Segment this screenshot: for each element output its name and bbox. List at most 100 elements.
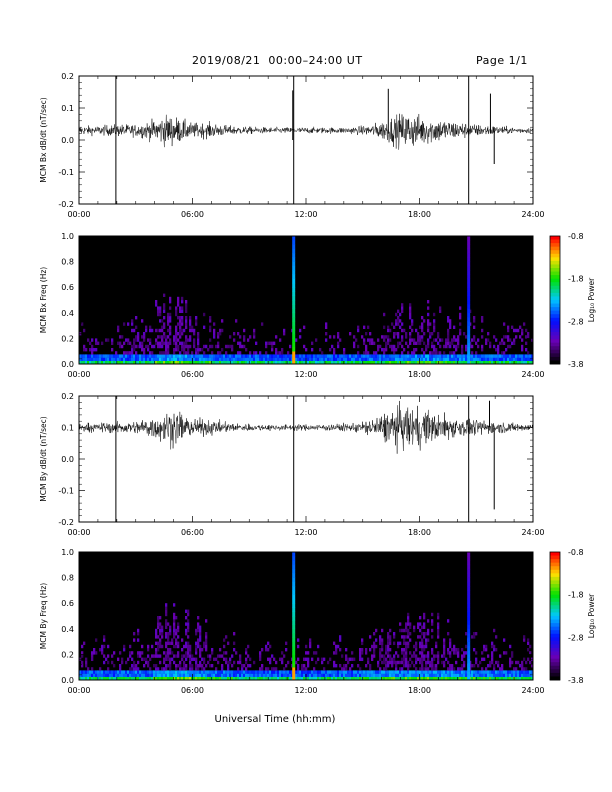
spectrogram-cell [419, 641, 422, 645]
broadband-line-bx-spec-0 [292, 265, 296, 271]
spectrogram-cell [275, 348, 278, 352]
spectrogram-cell [189, 319, 192, 323]
spectrogram-cell [487, 654, 490, 658]
spectrogram-cell [383, 660, 386, 665]
spectrogram-cell [273, 657, 276, 661]
spectrogram-cell [487, 354, 490, 358]
spectrogram-cell [151, 357, 154, 361]
spectrogram-cell [409, 335, 412, 339]
spectrogram-cell [483, 673, 486, 677]
spectrogram-cell [481, 657, 484, 661]
spectrogram-cell [239, 657, 242, 661]
spectrogram-cell [459, 360, 462, 365]
spectrogram-cell [219, 351, 222, 355]
spectrogram-cell [215, 667, 218, 671]
spectrogram-cell [271, 654, 274, 658]
spectrogram-cell [175, 348, 178, 352]
spectrogram-cell [275, 667, 278, 671]
spectrogram-cell [133, 632, 136, 636]
spectrogram-cell [281, 651, 284, 655]
spectrogram-cell [189, 657, 192, 661]
spectrogram-cell [261, 676, 264, 681]
broadband-line-by-spec-1 [467, 628, 471, 634]
spectrogram-cell [103, 670, 106, 674]
broadband-line-by-spec-1 [467, 645, 471, 651]
spectrogram-cell [119, 357, 122, 361]
spectrogram-cell [159, 616, 162, 620]
spectrogram-cell [269, 673, 272, 677]
spectrogram-cell [211, 664, 214, 668]
spectrogram-cell [381, 654, 384, 658]
spectrogram-cell [435, 673, 438, 677]
spectrogram-cell [453, 673, 456, 677]
spectrogram-cell [447, 344, 450, 349]
spectrogram-cell [405, 341, 408, 345]
spectrogram-cell [343, 670, 346, 674]
spectrogram-cell [83, 354, 86, 358]
spectrogram-cell [189, 651, 192, 655]
spectrogram-cell [433, 344, 436, 349]
spectrogram-cell [159, 654, 162, 658]
spectrogram-cell [495, 348, 498, 352]
spectrogram-cell [473, 676, 476, 681]
spectrogram-cell [275, 673, 278, 677]
spectrogram-cell [481, 344, 484, 349]
spectrogram-cell [79, 354, 82, 358]
spectrogram-cell [163, 651, 166, 655]
spectrogram-cell [175, 357, 178, 361]
spectrogram-cell [199, 632, 202, 636]
spectrogram-cell [331, 676, 334, 681]
spectrogram-cell [485, 338, 488, 342]
spectrogram-cell [253, 335, 256, 339]
colorbar-swatch [550, 594, 560, 599]
colorbar-swatch [550, 324, 560, 329]
spectrogram-cell [125, 670, 128, 674]
spectrogram-cell [405, 354, 408, 358]
spectrogram-cell [495, 673, 498, 677]
series-line-bx-ts [78, 113, 534, 150]
spectrogram-cell [431, 673, 434, 677]
spectrogram-cell [409, 657, 412, 661]
spectrogram-cell [531, 360, 534, 365]
spectrogram-cell [425, 673, 428, 677]
spectrogram-cell [217, 351, 220, 355]
spectrogram-cell [447, 660, 450, 665]
spectrogram-cell [439, 673, 442, 677]
spectrogram-cell [231, 360, 234, 365]
spectrogram-cell [79, 357, 82, 361]
spectrogram-cell [401, 303, 404, 307]
spectrogram-cell [207, 676, 210, 681]
spectrogram-cell [95, 638, 98, 642]
colorbar-swatch [550, 321, 560, 326]
spectrogram-cell [493, 670, 496, 674]
spectrogram-cell [155, 641, 158, 645]
spectrogram-cell [419, 622, 422, 626]
spectrogram-cell [407, 612, 410, 617]
spectrogram-cell [185, 664, 188, 668]
colorbar-swatch [550, 665, 560, 670]
spectrogram-cell [431, 344, 434, 349]
broadband-line-by-spec-1 [467, 675, 471, 681]
spectrogram-cell [381, 641, 384, 645]
spectrogram-cell [183, 354, 186, 358]
spectrogram-cell [433, 657, 436, 661]
spectrogram-cell [129, 360, 132, 365]
spectrogram-cell [507, 676, 510, 681]
spectrogram-cell [393, 344, 396, 349]
spectrogram-cell [409, 676, 412, 681]
spectrogram-cell [489, 660, 492, 665]
spectrogram-cell [407, 641, 410, 645]
spectrogram-cell [143, 670, 146, 674]
spectrogram-cell [419, 341, 422, 345]
spectrogram-cell [119, 670, 122, 674]
spectrogram-cell [395, 670, 398, 674]
spectrogram-cell [123, 644, 126, 649]
spectrogram-cell [115, 676, 118, 681]
spectrogram-cell [161, 360, 164, 365]
spectrogram-cell [439, 670, 442, 674]
spectrogram-cell [219, 360, 222, 365]
spectrogram-cell [239, 335, 242, 339]
spectrogram-cell [303, 360, 306, 365]
spectrogram-cell [143, 676, 146, 681]
spectrogram-cell [355, 357, 358, 361]
